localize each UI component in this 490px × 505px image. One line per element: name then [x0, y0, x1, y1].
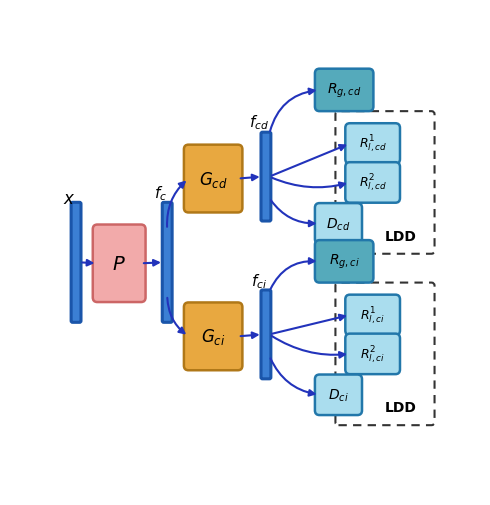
- FancyBboxPatch shape: [315, 375, 362, 415]
- FancyBboxPatch shape: [345, 163, 400, 204]
- Text: $f_{ci}$: $f_{ci}$: [251, 272, 268, 291]
- Text: $G_{ci}$: $G_{ci}$: [201, 327, 225, 346]
- Text: $R_{l,cd}^{2}$: $R_{l,cd}^{2}$: [359, 172, 387, 194]
- FancyBboxPatch shape: [315, 204, 362, 244]
- Text: $D_{cd}$: $D_{cd}$: [326, 216, 351, 232]
- FancyBboxPatch shape: [315, 70, 373, 112]
- FancyBboxPatch shape: [261, 133, 271, 222]
- FancyBboxPatch shape: [261, 290, 271, 379]
- Text: LDD: LDD: [385, 400, 417, 415]
- Text: $R_{g,ci}$: $R_{g,ci}$: [329, 252, 360, 271]
- FancyBboxPatch shape: [184, 145, 243, 213]
- Text: $f_{cd}$: $f_{cd}$: [249, 113, 270, 131]
- FancyBboxPatch shape: [93, 225, 146, 302]
- Text: $R_{g,cd}$: $R_{g,cd}$: [327, 82, 361, 100]
- FancyBboxPatch shape: [315, 241, 373, 283]
- FancyBboxPatch shape: [345, 334, 400, 374]
- FancyBboxPatch shape: [71, 203, 81, 323]
- Text: $f_c$: $f_c$: [154, 183, 167, 202]
- FancyBboxPatch shape: [162, 203, 172, 323]
- Text: $G_{cd}$: $G_{cd}$: [199, 169, 227, 189]
- Text: $D_{ci}$: $D_{ci}$: [328, 387, 349, 403]
- FancyBboxPatch shape: [184, 303, 243, 371]
- Text: $P$: $P$: [112, 255, 126, 273]
- Text: LDD: LDD: [385, 229, 417, 243]
- FancyBboxPatch shape: [345, 124, 400, 165]
- Text: $R_{l,cd}^{1}$: $R_{l,cd}^{1}$: [359, 133, 387, 155]
- Text: $R_{l,ci}^{2}$: $R_{l,ci}^{2}$: [360, 343, 385, 365]
- Text: $x$: $x$: [63, 190, 76, 208]
- Text: $R_{l,ci}^{1}$: $R_{l,ci}^{1}$: [360, 305, 385, 326]
- FancyBboxPatch shape: [345, 295, 400, 335]
